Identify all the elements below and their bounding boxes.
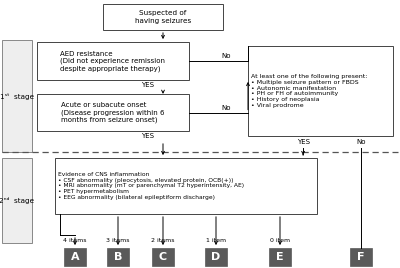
- Bar: [269, 248, 291, 266]
- Bar: [2, 40, 32, 152]
- Text: Acute or subacute onset
(Disease progression within 6
months from seizure onset): Acute or subacute onset (Disease progres…: [61, 102, 165, 123]
- Text: 2ⁿᵈ  stage: 2ⁿᵈ stage: [0, 196, 34, 203]
- Text: No: No: [221, 105, 231, 110]
- Text: B: B: [114, 252, 122, 262]
- Text: E: E: [276, 252, 284, 262]
- Text: 3 items: 3 items: [106, 239, 130, 244]
- Text: At least one of the following present:
• Multiple seizure pattern or FBDS
• Auto: At least one of the following present: •…: [251, 74, 367, 108]
- Bar: [55, 158, 317, 214]
- Text: F: F: [357, 252, 365, 262]
- Text: AED resistance
(Did not experience remission
despite appropriate therapy): AED resistance (Did not experience remis…: [60, 50, 166, 72]
- Text: YES: YES: [142, 133, 154, 139]
- Bar: [107, 248, 129, 266]
- Text: D: D: [211, 252, 221, 262]
- Bar: [37, 42, 189, 80]
- Text: A: A: [71, 252, 79, 262]
- Bar: [248, 46, 393, 136]
- Text: YES: YES: [297, 139, 310, 145]
- Bar: [205, 248, 227, 266]
- Text: Suspected of
having seizures: Suspected of having seizures: [135, 10, 191, 24]
- Text: No: No: [221, 53, 231, 59]
- Text: 4 items: 4 items: [63, 239, 87, 244]
- Text: YES: YES: [142, 82, 154, 88]
- Text: 1ˢᵗ  stage: 1ˢᵗ stage: [0, 92, 34, 99]
- Text: C: C: [159, 252, 167, 262]
- Bar: [152, 248, 174, 266]
- Text: 1 item: 1 item: [206, 239, 226, 244]
- Bar: [103, 4, 223, 30]
- Bar: [2, 158, 32, 243]
- Text: No: No: [356, 139, 366, 145]
- Bar: [64, 248, 86, 266]
- Bar: [37, 94, 189, 131]
- Text: Evidence of CNS inflammation
• CSF abnormality (pleocytosis, elevated protein, O: Evidence of CNS inflammation • CSF abnor…: [58, 172, 244, 200]
- Text: 0 item: 0 item: [270, 239, 290, 244]
- Text: 2 items: 2 items: [151, 239, 175, 244]
- Bar: [350, 248, 372, 266]
